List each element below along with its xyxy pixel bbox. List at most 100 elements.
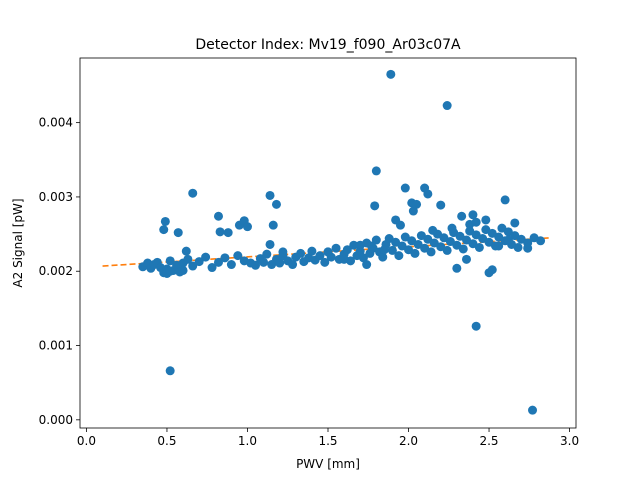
y-tick-label: 0.003 xyxy=(39,190,73,204)
data-point xyxy=(165,266,175,276)
data-point xyxy=(165,256,175,266)
data-point xyxy=(458,244,468,254)
data-point xyxy=(181,246,191,256)
data-point xyxy=(471,217,481,227)
x-tick-label: 0.0 xyxy=(77,434,96,448)
data-point xyxy=(436,200,446,210)
data-point xyxy=(271,199,281,209)
data-point xyxy=(220,253,230,263)
data-point xyxy=(452,263,462,273)
data-point xyxy=(226,260,236,270)
data-point xyxy=(275,258,285,268)
data-point xyxy=(342,245,352,255)
data-point xyxy=(536,236,546,246)
data-point xyxy=(323,247,333,257)
data-point xyxy=(428,225,438,235)
data-point xyxy=(339,254,349,264)
data-point xyxy=(503,235,513,245)
data-point xyxy=(379,245,389,255)
y-tick-label: 0.001 xyxy=(39,339,73,353)
data-point xyxy=(474,242,484,252)
data-point xyxy=(242,222,252,232)
data-point xyxy=(500,195,510,205)
data-point xyxy=(320,257,330,267)
data-point xyxy=(207,263,217,273)
data-point xyxy=(160,216,170,226)
data-point xyxy=(188,261,198,271)
data-point xyxy=(408,206,418,216)
data-point xyxy=(442,245,452,255)
y-tick-label: 0.002 xyxy=(39,264,73,278)
data-point xyxy=(442,101,452,111)
data-point xyxy=(183,254,193,264)
data-point xyxy=(362,260,372,270)
data-point xyxy=(481,215,491,225)
data-point xyxy=(251,260,261,270)
data-point xyxy=(370,201,380,211)
data-point xyxy=(268,220,278,230)
y-tick-label: 0.000 xyxy=(39,413,73,427)
data-point xyxy=(513,242,523,252)
data-point xyxy=(331,243,341,253)
data-point xyxy=(468,210,478,220)
y-tick-label: 0.004 xyxy=(39,116,73,130)
data-point xyxy=(386,69,396,79)
data-point xyxy=(366,241,376,251)
data-point xyxy=(296,248,306,258)
data-point xyxy=(349,240,359,250)
data-point xyxy=(165,366,175,376)
data-point xyxy=(395,220,405,230)
x-axis-ticks: 0.0 0.5 1.0 1.5 2.0 2.5 3.0 xyxy=(77,428,579,448)
data-point xyxy=(233,251,243,261)
data-point xyxy=(288,260,298,270)
scatter-points-layer xyxy=(138,69,546,415)
data-point xyxy=(510,218,520,228)
data-point xyxy=(378,252,388,262)
x-tick-label: 3.0 xyxy=(560,434,579,448)
data-point xyxy=(371,235,381,245)
data-point xyxy=(494,241,504,251)
data-point xyxy=(394,251,404,261)
data-point xyxy=(159,225,169,235)
data-point xyxy=(213,211,223,221)
data-point xyxy=(215,227,225,237)
data-point xyxy=(400,183,410,193)
data-point xyxy=(371,166,381,176)
data-point xyxy=(178,265,188,275)
data-point xyxy=(461,254,471,264)
chart-title: Detector Index: Mv19_f090_Ar03c07A xyxy=(195,37,461,53)
data-point xyxy=(387,245,397,255)
data-point xyxy=(262,249,272,259)
x-tick-label: 1.0 xyxy=(238,434,257,448)
data-point xyxy=(412,199,422,209)
data-point xyxy=(355,240,365,250)
x-tick-label: 2.5 xyxy=(479,434,498,448)
data-point xyxy=(259,257,269,267)
data-point xyxy=(223,228,233,238)
data-point xyxy=(471,321,481,331)
data-point xyxy=(265,190,275,200)
data-point xyxy=(423,189,433,199)
data-point xyxy=(358,253,368,263)
x-tick-label: 2.0 xyxy=(399,434,418,448)
data-point xyxy=(213,257,223,267)
data-point xyxy=(487,265,497,275)
data-point xyxy=(173,228,183,238)
data-point xyxy=(315,251,325,261)
data-point xyxy=(410,248,420,258)
data-point xyxy=(194,257,204,267)
x-axis-label: PWV [mm] xyxy=(296,457,360,471)
data-point xyxy=(265,239,275,249)
data-point xyxy=(447,223,457,233)
data-point xyxy=(426,247,436,257)
data-point xyxy=(307,246,317,256)
y-axis-ticks: 0.000 0.001 0.002 0.003 0.004 xyxy=(39,116,80,427)
x-tick-label: 0.5 xyxy=(157,434,176,448)
y-axis-label: A2 Signal [pW] xyxy=(11,198,25,287)
data-point xyxy=(188,188,198,198)
data-point xyxy=(528,405,538,415)
data-point xyxy=(523,243,533,253)
data-point xyxy=(201,252,211,262)
x-tick-label: 1.5 xyxy=(318,434,337,448)
